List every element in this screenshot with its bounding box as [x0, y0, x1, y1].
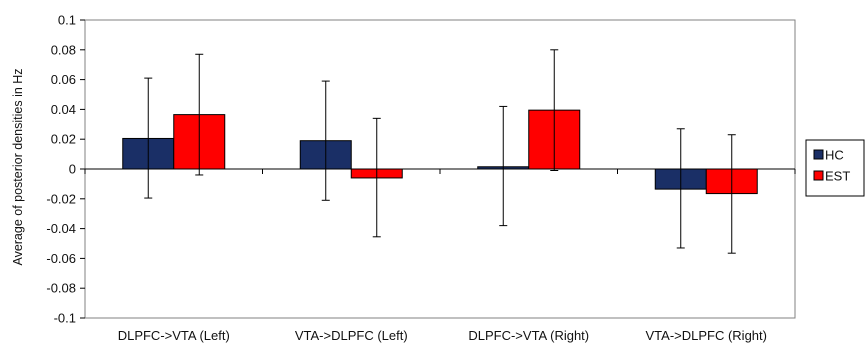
legend-label-hc: HC — [825, 148, 844, 163]
x-category-label: DLPFC->VTA (Right) — [468, 328, 589, 343]
y-axis-label: Average of posterior densities in Hz — [11, 68, 25, 265]
legend-label-est: EST — [825, 169, 850, 184]
legend-swatch-est — [813, 170, 824, 181]
legend-box — [805, 139, 865, 197]
legend: HC EST — [805, 139, 865, 197]
y-axis-label-group: Average of posterior densities in Hz — [11, 68, 25, 265]
legend-swatch-hc — [813, 149, 824, 160]
y-tick-label: -0.04 — [46, 221, 76, 236]
x-category-label: VTA->DLPFC (Right) — [646, 328, 767, 343]
y-tick-label: -0.1 — [54, 311, 76, 326]
y-tick-label: 0.06 — [51, 72, 76, 87]
y-tick-label: -0.02 — [46, 191, 76, 206]
y-tick-label: 0 — [69, 162, 76, 177]
x-category-label: DLPFC->VTA (Left) — [118, 328, 230, 343]
y-tick-label: -0.06 — [46, 251, 76, 266]
y-tick-label: -0.08 — [46, 281, 76, 296]
y-tick-label: 0.02 — [51, 132, 76, 147]
plot-area: 0.1 0.08 0.06 0.04 0.02 0 -0.02 -0.04 -0.06 -0.08… — [46, 13, 796, 343]
y-tick-label: 0.08 — [51, 42, 76, 57]
y-tick-label: 0.04 — [51, 102, 76, 117]
y-tick-label: 0.1 — [58, 13, 76, 28]
x-category-label: VTA->DLPFC (Left) — [295, 328, 408, 343]
